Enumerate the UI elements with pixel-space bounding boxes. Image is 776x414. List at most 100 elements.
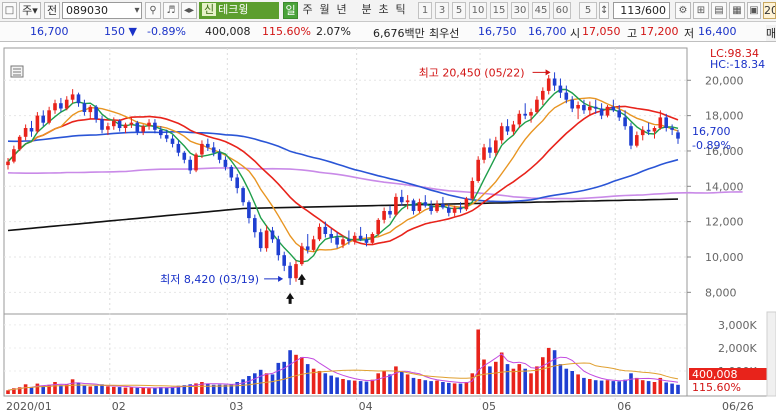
candle [599,103,604,120]
search-icon[interactable]: ⚲ [145,2,161,19]
volume-pane-frame [3,313,688,397]
high-label: 고 [627,27,638,40]
down-arrow-icon: ▼ [128,25,137,38]
period-tab-tick[interactable]: 틱 [395,3,406,16]
candle [646,122,651,136]
settings-icon[interactable]: ⚙ [675,2,691,19]
minute-button-15[interactable]: 15 [490,2,508,19]
volume-bar [646,381,651,394]
data-count-field[interactable]: 113/600 [613,2,670,19]
candle-body [658,117,663,128]
stock-code-value: 089030 [66,4,108,17]
candle-body [88,106,93,113]
period-tab-day[interactable]: 일 [283,2,298,19]
period-tab-year[interactable]: 년 [336,3,347,16]
minute-button-45[interactable]: 45 [532,2,550,19]
prev-code-button[interactable]: 전 [44,2,60,19]
candle-body [194,154,198,171]
market-select[interactable]: 주▾ [19,2,41,19]
candle [488,138,492,159]
volume-ratio: 115.60% [262,25,311,38]
candle-body [64,99,69,109]
turnover-rate: 2.07% [316,25,351,38]
custom-minute-field[interactable]: 5 [579,2,597,19]
candle-body [159,129,163,136]
candle-body [94,106,98,120]
window-menu-icon[interactable]: □ [2,2,17,19]
candle [405,195,410,210]
save-icon[interactable]: ▤ [711,2,727,19]
volume-bar [435,380,439,394]
period-tab-month[interactable]: 월 [319,3,330,16]
minute-button-30[interactable]: 30 [511,2,529,19]
volume-bar [593,380,598,394]
volume: 400,008 [205,25,251,38]
volume-bar [53,382,57,394]
candle-body [576,105,580,109]
stock-code-input[interactable]: 089030 [62,2,142,19]
period-tab-week[interactable]: 주 [302,3,313,16]
nav-arrows-icon[interactable]: ◂▸ [181,2,197,19]
candle [611,99,616,113]
speaker-icon[interactable]: ♬ [163,2,179,19]
candle [517,110,522,128]
candle [23,124,28,141]
volume-bar [106,386,110,394]
candle-body [582,105,586,111]
chart-type-icon[interactable] [10,65,24,78]
volume-bar [623,379,627,394]
candle [382,207,386,224]
volume-tick-label: 2,000K [718,342,757,355]
candle [106,122,110,136]
volume-ma5-line [7,353,679,391]
trade-button-truncated[interactable]: 매 [766,25,776,41]
add-indicator-icon[interactable]: ⊞ [693,2,709,19]
volume-bar [141,388,145,394]
candle [617,105,621,121]
candle [511,120,516,136]
candle [235,173,239,194]
minute-button-1[interactable]: 1 [418,2,432,19]
candle [247,200,251,224]
candle [458,202,463,213]
period-tab-minute[interactable]: 분 [361,3,372,16]
candle [623,110,627,130]
lock-icon[interactable]: ▣ [747,2,761,19]
candle-body [664,117,668,128]
low-price: 16,400 [698,25,737,38]
candle [364,234,369,247]
candle-body [23,128,28,137]
candle-body [541,90,545,100]
candle-body [652,128,657,132]
date-field-truncated[interactable]: 202 [763,2,776,19]
volume-bar [147,388,151,394]
minute-button-3[interactable]: 3 [435,2,449,19]
candle [447,203,451,217]
candle [300,242,304,266]
custom-minute-spin-icon[interactable]: ↕ [599,2,609,19]
stock-chart[interactable]: 최고 20,450 (05/22) 최저 8,420 (03/19) LC:98.… [0,42,776,414]
candle-body [182,152,187,160]
minute-button-5[interactable]: 5 [452,2,466,19]
candle-body [494,140,498,153]
volume-bar [564,368,569,394]
minute-button-10[interactable]: 10 [469,2,487,19]
candle [464,196,469,212]
candle [229,165,234,181]
candle [582,99,586,114]
volume-bar [264,373,269,394]
period-tab-second[interactable]: 초 [378,3,389,16]
lc-label: LC:98.34 [710,47,759,60]
candle-body [388,211,392,215]
table-icon[interactable]: ▦ [729,2,745,19]
volume-scrollbar[interactable] [766,311,776,397]
minute-button-60[interactable]: 60 [553,2,571,19]
candle-body [47,110,51,123]
code-dropdown-icon[interactable]: ▾ [134,5,140,16]
volume-bar [488,366,492,394]
volume-bar [640,380,645,394]
candle-body [305,246,310,250]
candle [270,226,275,243]
price-tick-label: 12,000 [705,216,744,229]
price-tick-label: 16,000 [705,145,744,158]
